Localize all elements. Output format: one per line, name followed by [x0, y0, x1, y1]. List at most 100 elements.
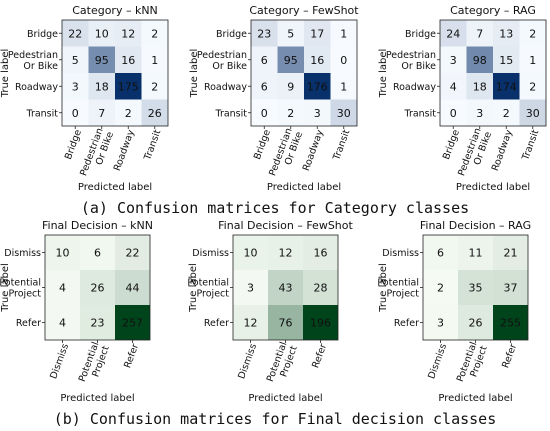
matrix-cell: [519, 73, 546, 100]
matrix-cell: [251, 20, 278, 47]
cell-value: 22: [126, 247, 140, 260]
matrix-cell: [268, 270, 303, 305]
panel-title: Final Decision – FewShot: [218, 219, 353, 232]
matrix-cell: [115, 235, 150, 270]
y-axis-label: True label: [0, 263, 11, 313]
cell-value: 12: [121, 27, 135, 40]
cell-value: 2: [437, 282, 444, 295]
cell-value: 9: [287, 80, 294, 93]
matrix-cell: [303, 270, 338, 305]
matrix-cell: [88, 46, 115, 73]
x-axis-label: Predicted label: [438, 393, 512, 404]
y-tick-label: Transit: [404, 108, 437, 119]
cell-value: 1: [340, 27, 347, 40]
y-tick-label: Bridge: [27, 29, 58, 40]
cell-value: 37: [504, 282, 518, 295]
x-tick-label: Transit: [331, 128, 353, 163]
matrix-cell: [277, 46, 304, 73]
y-tick-label: Pedestrian Or Bike: [8, 50, 58, 72]
y-tick-label: Potential Project: [0, 278, 41, 300]
matrix-cell: [62, 20, 89, 47]
y-tick-label: Refer: [394, 318, 419, 329]
matrix-cell: [45, 270, 80, 305]
cell-value: 18: [473, 80, 487, 93]
cell-value: 16: [121, 54, 135, 67]
x-axis-label: Predicted label: [78, 182, 152, 193]
matrix-cell: [440, 46, 467, 73]
cell-value: 257: [122, 317, 143, 330]
cell-value: 10: [95, 27, 109, 40]
matrix-cell: [251, 46, 278, 73]
cell-value: 255: [500, 317, 521, 330]
cell-value: 16: [310, 54, 324, 67]
matrix-cell: [45, 235, 80, 270]
x-tick-label: Bridge: [63, 128, 84, 161]
cell-value: 35: [469, 282, 483, 295]
cell-value: 18: [95, 80, 109, 93]
cell-value: 3: [437, 317, 444, 330]
matrix-cell: [62, 99, 89, 126]
cell-value: 0: [72, 107, 79, 120]
cell-value: 1: [529, 54, 536, 67]
x-axis-label: Predicted label: [60, 393, 134, 404]
matrix-cell: [304, 99, 331, 126]
cell-value: 3: [314, 107, 321, 120]
x-tick-label: Transit: [520, 128, 542, 163]
cell-value: 5: [72, 54, 79, 67]
cell-value: 3: [450, 54, 457, 67]
y-tick-label: Refer: [16, 318, 41, 329]
y-tick-label: Dismiss: [192, 248, 229, 259]
matrix-cell: [303, 235, 338, 270]
matrix-cell: [519, 46, 546, 73]
matrix-cell: [519, 99, 546, 126]
confusion-matrix-1: Category – kNN 22 10 12 2 5 95 16 1 3 18 175 2 0 7 2 26 B…: [0, 4, 169, 193]
y-axis-label: True label: [378, 263, 389, 313]
y-tick-label: Roadway: [15, 82, 58, 93]
cell-value: 26: [469, 317, 483, 330]
cell-value: 30: [526, 107, 540, 120]
x-tick-label: PedestrianOr Bike: [78, 126, 116, 181]
matrix-cell: [277, 20, 304, 47]
cell-value: 24: [446, 27, 460, 40]
x-tick-label: Bridge: [441, 128, 462, 161]
y-tick-label: Transit: [215, 108, 248, 119]
x-tick-label: PedestrianOr Bike: [267, 126, 305, 181]
matrix-cell: [440, 73, 467, 100]
x-axis-label: Predicted label: [248, 393, 322, 404]
y-tick-label: Potential Project: [187, 278, 229, 300]
cell-value: 26: [148, 107, 162, 120]
matrix-cell: [251, 73, 278, 100]
x-tick-label: Dismiss: [236, 342, 259, 380]
matrix-cell: [251, 99, 278, 126]
cell-value: 23: [257, 27, 271, 40]
matrix-cell: [466, 20, 493, 47]
matrix-cell: [519, 20, 546, 47]
matrix-cell: [115, 99, 142, 126]
matrix-cell: [493, 235, 528, 270]
caption-category: (a) Confusion matrices for Category clas…: [80, 199, 470, 217]
matrix-cell: [141, 99, 168, 126]
matrix-cell: [233, 305, 268, 340]
cell-value: 7: [98, 107, 105, 120]
matrix-cell: [88, 73, 115, 100]
y-tick-label: Dismiss: [4, 248, 41, 259]
y-axis-label: True label: [378, 49, 389, 99]
cell-value: 3: [247, 282, 254, 295]
cell-value: 16: [314, 247, 328, 260]
cell-value: 12: [279, 247, 293, 260]
cell-value: 10: [56, 247, 70, 260]
cell-value: 23: [91, 317, 105, 330]
cell-value: 30: [337, 107, 351, 120]
matrix-cell: [277, 73, 304, 100]
matrix-cell: [304, 20, 331, 47]
matrix-cell: [80, 270, 115, 305]
cell-value: 44: [126, 282, 140, 295]
cell-value: 2: [529, 80, 536, 93]
cell-value: 12: [244, 317, 258, 330]
cell-value: 7: [476, 27, 483, 40]
y-tick-label: Roadway: [204, 82, 247, 93]
cell-value: 4: [450, 80, 457, 93]
matrix-cell: [304, 46, 331, 73]
